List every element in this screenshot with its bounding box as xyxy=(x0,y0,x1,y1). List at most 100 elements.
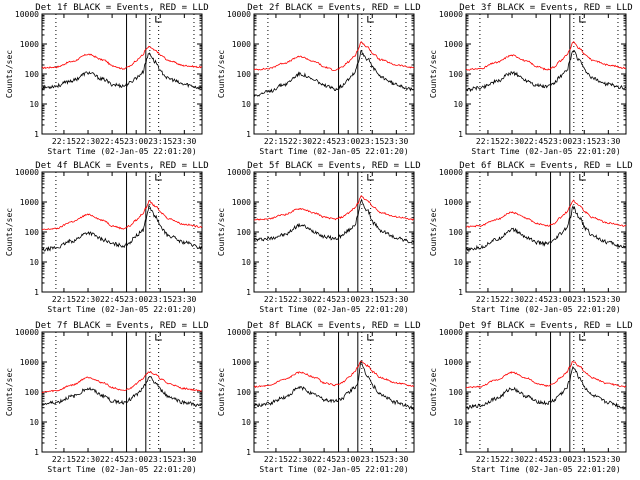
x-tick-label: 23:00 xyxy=(548,137,572,146)
x-axis-label: Start Time (02-Jan-05 22:01:20) xyxy=(259,147,408,156)
y-tick-label: 1000 xyxy=(20,40,39,49)
x-tick-label: 23:15 xyxy=(360,455,384,464)
x-tick-label: 23:15 xyxy=(148,295,172,304)
y-tick-label: 1 xyxy=(246,130,251,139)
x-tick-label: 22:15 xyxy=(476,455,500,464)
events-series-line xyxy=(465,366,627,411)
x-tick-label: 23:15 xyxy=(360,295,384,304)
panel-title: Det 5f BLACK = Events, RED = LLD xyxy=(247,161,420,171)
x-tick-label: 22:15 xyxy=(52,295,76,304)
y-tick-label: 1000 xyxy=(444,358,463,367)
x-tick-label: 23:00 xyxy=(336,137,360,146)
lld-series-line xyxy=(41,45,203,70)
y-axis-label: Counts/sec xyxy=(5,50,14,98)
y-tick-label: 1 xyxy=(458,448,463,457)
y-tick-label: 10 xyxy=(29,258,39,267)
interval-bracket-mark xyxy=(155,334,162,341)
lld-series-line xyxy=(465,361,627,389)
x-tick-label: 22:45 xyxy=(100,137,124,146)
plot-frame xyxy=(465,171,627,293)
x-tick-label: 23:00 xyxy=(336,455,360,464)
x-tick-label: 22:45 xyxy=(524,295,548,304)
x-tick-label: 23:15 xyxy=(148,455,172,464)
y-axis-label: Counts/sec xyxy=(217,50,226,98)
interval-bracket-mark xyxy=(155,16,162,23)
interval-bracket-mark xyxy=(579,334,586,341)
plot-frame xyxy=(253,13,415,135)
x-tick-label: 23:00 xyxy=(124,455,148,464)
x-tick-label: 22:45 xyxy=(312,137,336,146)
y-tick-label: 10000 xyxy=(15,168,39,177)
panel-1: Det 1f BLACK = Events, RED = LLD 1 10 100 10… xyxy=(5,3,209,156)
events-series-line xyxy=(465,50,627,93)
x-tick-label: 23:30 xyxy=(384,137,408,146)
y-tick-label: 10 xyxy=(453,418,463,427)
y-tick-label: 100 xyxy=(449,70,464,79)
lld-series-line xyxy=(253,360,415,389)
y-tick-label: 1000 xyxy=(232,198,251,207)
plot-frame xyxy=(41,171,203,293)
plot-frame xyxy=(465,13,627,135)
y-tick-label: 10000 xyxy=(227,168,251,177)
y-tick-label: 1 xyxy=(458,288,463,297)
x-tick-label: 23:30 xyxy=(172,137,196,146)
x-tick-label: 23:30 xyxy=(596,455,620,464)
panel-4: Det 4f BLACK = Events, RED = LLD 1 10 100 10… xyxy=(5,161,209,314)
x-tick-label: 22:30 xyxy=(500,137,524,146)
y-tick-label: 100 xyxy=(25,228,40,237)
y-axis-label: Counts/sec xyxy=(5,368,14,416)
x-tick-label: 23:30 xyxy=(384,295,408,304)
y-tick-label: 10000 xyxy=(227,10,251,19)
x-tick-label: 22:45 xyxy=(100,295,124,304)
x-tick-label: 22:30 xyxy=(288,137,312,146)
panel-5: Det 5f BLACK = Events, RED = LLD 1 10 100 10… xyxy=(217,161,421,314)
events-series-line xyxy=(253,50,415,97)
y-tick-label: 1 xyxy=(458,130,463,139)
plot-frame xyxy=(253,171,415,293)
plot-frame xyxy=(253,331,415,453)
x-tick-label: 22:45 xyxy=(100,455,124,464)
x-tick-label: 23:30 xyxy=(596,295,620,304)
x-tick-label: 23:00 xyxy=(548,295,572,304)
events-series-line xyxy=(254,361,415,411)
panel-title: Det 1f BLACK = Events, RED = LLD xyxy=(35,3,208,13)
x-tick-label: 23:30 xyxy=(172,295,196,304)
interval-bracket-mark xyxy=(579,16,586,23)
y-tick-label: 10000 xyxy=(227,328,251,337)
x-tick-label: 22:15 xyxy=(52,137,76,146)
x-tick-label: 22:30 xyxy=(288,455,312,464)
panel-7: Det 7f BLACK = Events, RED = LLD 1 10 100 10… xyxy=(5,321,209,474)
lld-series-line xyxy=(41,370,203,394)
events-series-line xyxy=(41,204,203,252)
panel-8: Det 8f BLACK = Events, RED = LLD 1 10 100 10… xyxy=(217,321,421,474)
panel-9: Det 9f BLACK = Events, RED = LLD 1 10 100 10… xyxy=(429,321,633,474)
x-tick-label: 22:15 xyxy=(52,455,76,464)
panel-title: Det 8f BLACK = Events, RED = LLD xyxy=(247,321,420,331)
events-series-line xyxy=(41,376,203,407)
y-tick-label: 1 xyxy=(246,448,251,457)
interval-bracket-mark xyxy=(367,16,374,23)
panel-title: Det 4f BLACK = Events, RED = LLD xyxy=(35,161,208,171)
x-axis-label: Start Time (02-Jan-05 22:01:20) xyxy=(47,465,196,474)
x-tick-label: 22:15 xyxy=(476,137,500,146)
x-tick-label: 22:30 xyxy=(500,455,524,464)
x-tick-label: 23:30 xyxy=(172,455,196,464)
x-tick-label: 22:45 xyxy=(524,455,548,464)
x-tick-label: 22:45 xyxy=(312,295,336,304)
y-axis-label: Counts/sec xyxy=(429,368,438,416)
x-tick-label: 22:15 xyxy=(476,295,500,304)
x-axis-label: Start Time (02-Jan-05 22:01:20) xyxy=(471,305,620,314)
y-tick-label: 1 xyxy=(34,448,39,457)
interval-bracket-mark xyxy=(367,174,374,181)
x-tick-label: 23:15 xyxy=(572,455,596,464)
x-tick-label: 23:15 xyxy=(360,137,384,146)
plot-frame xyxy=(465,331,627,453)
x-tick-label: 22:30 xyxy=(76,455,100,464)
x-axis-label: Start Time (02-Jan-05 22:01:20) xyxy=(259,465,408,474)
x-tick-label: 23:00 xyxy=(124,295,148,304)
x-tick-label: 23:15 xyxy=(572,295,596,304)
lld-series-line xyxy=(465,41,627,71)
x-tick-label: 23:00 xyxy=(336,295,360,304)
y-tick-label: 10 xyxy=(29,418,39,427)
y-tick-label: 10 xyxy=(453,258,463,267)
